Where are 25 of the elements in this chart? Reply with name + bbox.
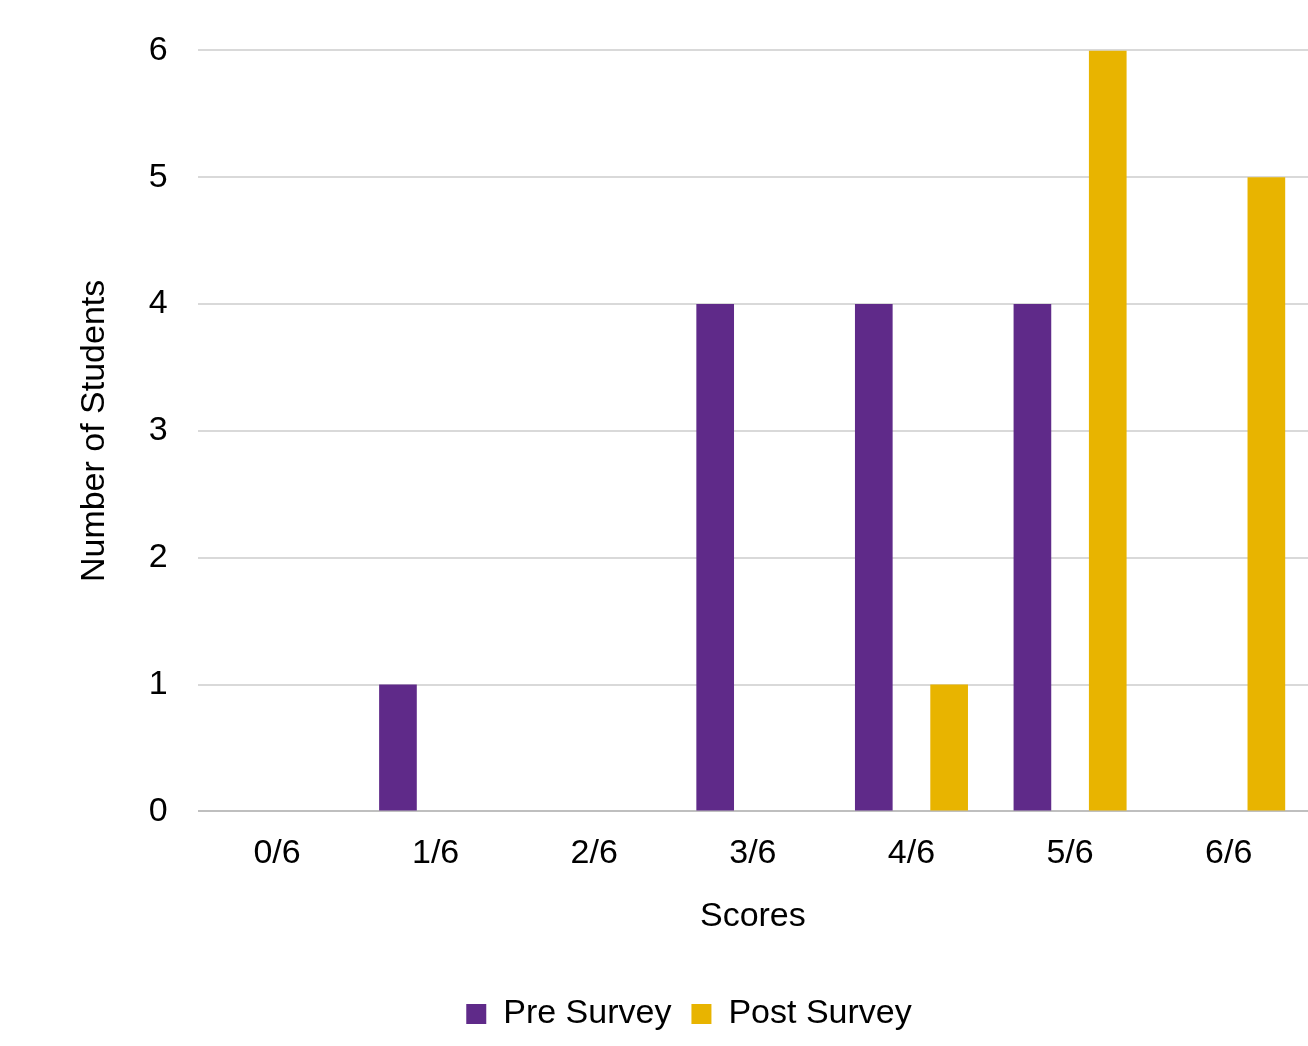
x-axis-title: Scores — [699, 894, 806, 933]
x-tick-label: 3/6 — [729, 832, 777, 871]
y-tick-label: 1 — [148, 662, 168, 701]
y-tick-label: 5 — [148, 155, 168, 194]
bar — [1088, 50, 1127, 811]
y-tick-label: 4 — [148, 282, 168, 321]
x-tick-label: 2/6 — [570, 832, 618, 871]
bar — [696, 304, 735, 811]
y-tick-label: 3 — [148, 409, 168, 448]
y-tick-label: 6 — [148, 28, 168, 67]
x-tick-label: 6/6 — [1205, 832, 1253, 871]
x-tick-label: 1/6 — [412, 832, 460, 871]
legend-label: Post Survey — [728, 992, 912, 1031]
bar — [930, 684, 968, 811]
bar — [1247, 177, 1286, 811]
bar — [379, 684, 417, 811]
y-axis-title: Number of Students — [72, 279, 111, 583]
legend-label: Pre Survey — [503, 992, 672, 1031]
bar — [854, 304, 893, 811]
x-tick-label: 4/6 — [887, 832, 936, 871]
x-tick-label: 0/6 — [253, 832, 301, 871]
y-tick-label: 0 — [148, 789, 168, 828]
bar — [1013, 304, 1052, 811]
x-tick-label: 5/6 — [1046, 832, 1094, 871]
y-tick-label: 2 — [148, 536, 168, 575]
